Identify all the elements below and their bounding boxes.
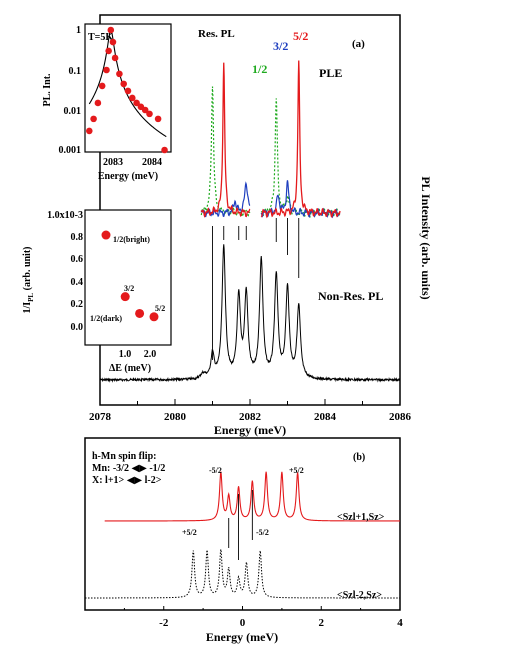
panel-b: (b) h-Mn spin flip: Mn: -3/2 ◀▶ -1/2 X: … — [84, 437, 403, 644]
panel-b-xtick-2: 2 — [319, 617, 325, 629]
inset-top-point-7 — [109, 38, 117, 46]
panel-b-x-line: X: l+1> ◀▶ l-2> — [92, 475, 162, 486]
inset-top-temp: T=5K — [88, 32, 113, 43]
inset-top-point-1 — [90, 115, 97, 123]
panel-b-xtick-m2: -2 — [159, 617, 169, 629]
inset-top-point-15 — [141, 106, 149, 114]
inset-bottom-xlabel: ΔE (meV) — [109, 363, 151, 374]
nonres-pl-curve — [99, 244, 401, 383]
panel-b-xtick-0: 0 — [240, 617, 246, 629]
inset-top-ylabel: PL. Int. — [42, 73, 53, 107]
ylabel-main: 1/I — [22, 302, 33, 314]
panel-b-mn-line: Mn: -3/2 ◀▶ -1/2 — [92, 463, 165, 474]
inset-top-y-axis: 1 0.1 0.01 0.001 PL. Int. — [42, 25, 81, 156]
panel-a: (a) Res. PL 5/2 3/2 1/2 PLE Non-Res. PL … — [89, 14, 433, 437]
panel-b-xtick-4: 4 — [397, 617, 403, 629]
black-label-text: <Szl-2,Sz> — [337, 590, 382, 601]
inset-top-point-8 — [111, 54, 119, 62]
inset-bottom-point-3 — [149, 312, 159, 322]
inset-top-point-17 — [154, 115, 162, 123]
panel-b-guide-lines — [228, 490, 253, 560]
inset-top-ytick-1: 1 — [76, 25, 81, 36]
inset-top-point-11 — [124, 87, 132, 95]
red-label-text: <Szl+1,Sz> — [337, 512, 385, 523]
inset-bottom-frame — [84, 209, 172, 346]
black-spectrum — [85, 549, 400, 599]
panel-a-right-ylabel: PL Intensity (arb. units) — [419, 176, 433, 299]
inset-top-point-12 — [129, 94, 136, 102]
black-end-right: -5/2 — [256, 528, 269, 537]
panel-a-label: (a) — [352, 38, 365, 50]
inset-bottom-xtick-1.0: 1.0 — [119, 349, 132, 360]
panel-b-label: (b) — [353, 452, 365, 463]
inset-bottom-ylabel: 1/IPL (arb. unit) — [22, 246, 35, 313]
inset-bottom-points — [101, 230, 159, 322]
nonres-pl-label: Non-Res. PL — [318, 289, 383, 303]
red-spectrum — [104, 471, 400, 522]
inset-top-point-6 — [107, 26, 115, 34]
panel-a-xtick-2080: 2080 — [164, 411, 187, 423]
inset-top-ytick-0.01: 0.01 — [64, 106, 82, 117]
inset-top-point-0 — [86, 127, 93, 135]
ple-label: PLE — [319, 66, 342, 80]
inset-top-point-5 — [105, 47, 112, 55]
red-end-left: -5/2 — [209, 466, 222, 475]
inset-top-fit-curve — [88, 29, 167, 138]
point-label-5-2: 5/2 — [155, 304, 165, 313]
ple-1-2-curve-left — [200, 86, 251, 219]
inset-bottom-ytick-1.0: 1.0x10-3 — [47, 210, 83, 221]
spin-1-2-label: 1/2 — [252, 62, 267, 76]
inset-top-xtick-2084: 2084 — [142, 157, 162, 168]
inset-top-point-10 — [120, 80, 127, 88]
ple-5-2-curve — [260, 60, 341, 219]
inset-bottom-ytick-0.4: 0.4 — [71, 277, 84, 288]
panel-b-xlabel: Energy (meV) — [206, 630, 278, 644]
red-end-right: +5/2 — [289, 466, 304, 475]
ylabel-sub: PL — [27, 293, 35, 302]
black-series-label: <Szl-2,Sz> — [337, 590, 382, 601]
ylabel-tail: (arb. unit) — [22, 246, 33, 292]
panel-a-xlabel: Energy (meV) — [214, 423, 286, 437]
inset-bottom-ytick-0.0: 0.0 — [71, 322, 84, 333]
panel-a-xtick-2086: 2086 — [389, 411, 412, 423]
inset-bottom-ytick-0.6: 0.6 — [71, 254, 84, 265]
inset-top-point-3 — [98, 82, 106, 90]
inset-bottom-point-0 — [101, 230, 111, 240]
inset-top-point-13 — [133, 99, 140, 107]
panel-a-xtick-2078: 2078 — [89, 411, 112, 423]
point-label-3-2: 3/2 — [124, 284, 134, 293]
res-pl-label: Res. PL — [198, 28, 235, 40]
panel-a-xtick-2082: 2082 — [239, 411, 262, 423]
inset-bottom-ytick-0.2: 0.2 — [71, 299, 84, 310]
panel-a-xtick-2084: 2084 — [314, 411, 337, 423]
inset-top-point-4 — [103, 66, 110, 74]
inset-top-points — [86, 26, 168, 154]
inset-top-ytick-0.001: 0.001 — [59, 145, 82, 156]
inset-top-point-18 — [161, 146, 168, 154]
inset-top-point-2 — [94, 99, 102, 107]
peak-guide-lines — [212, 218, 300, 360]
inset-top-point-9 — [116, 70, 123, 78]
red-series-label: <Szl+1,Sz> — [337, 512, 385, 523]
inset-bottom-xtick-2.0: 2.0 — [144, 349, 157, 360]
inset-bottom-y-axis: 1.0x10-3 0.8 0.6 0.4 0.2 0.0 1/IPL (arb.… — [22, 210, 83, 333]
inset-top-xlabel: Energy (meV) — [98, 171, 158, 182]
panel-b-title: h-Mn spin flip: — [92, 451, 156, 462]
inset-bottom: 1.0x10-3 0.8 0.6 0.4 0.2 0.0 1/IPL (arb.… — [22, 209, 172, 374]
inset-top-ytick-0.1: 0.1 — [69, 66, 82, 77]
inset-bottom-ytick-0.8: 0.8 — [71, 232, 84, 243]
inset-bottom-point-2 — [135, 308, 145, 318]
inset-bottom-point-1 — [120, 292, 130, 302]
res-pl-curve — [200, 62, 251, 218]
point-label-bright: 1/2(bright) — [113, 235, 150, 244]
inset-top-point-16 — [146, 110, 153, 118]
inset-top: T=5K 1 0.1 0.01 0.001 PL. Int. 2083 2084… — [42, 23, 172, 182]
point-label-dark: 1/2(dark) — [90, 314, 122, 323]
spin-5-2-label: 5/2 — [293, 29, 308, 43]
spin-3-2-label: 3/2 — [273, 39, 288, 53]
black-end-left: +5/2 — [182, 528, 197, 537]
panel-a-x-axis: 2078 2080 2082 2084 2086 Energy (meV) — [89, 399, 412, 437]
inset-top-xtick-2083: 2083 — [103, 157, 123, 168]
